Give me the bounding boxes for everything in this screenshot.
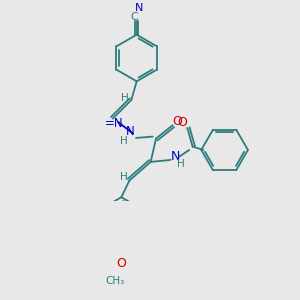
Text: H: H bbox=[120, 172, 128, 182]
Text: O: O bbox=[178, 116, 188, 129]
Text: CH₃: CH₃ bbox=[106, 276, 125, 286]
Text: H: H bbox=[120, 136, 128, 146]
Text: H: H bbox=[121, 93, 129, 103]
Text: O: O bbox=[172, 116, 182, 128]
Text: O: O bbox=[116, 257, 126, 270]
Text: H: H bbox=[177, 159, 184, 169]
Text: N: N bbox=[126, 125, 135, 138]
Text: C: C bbox=[130, 12, 138, 22]
Text: N: N bbox=[135, 3, 143, 13]
Text: =N: =N bbox=[105, 117, 123, 130]
Text: N: N bbox=[171, 150, 180, 163]
